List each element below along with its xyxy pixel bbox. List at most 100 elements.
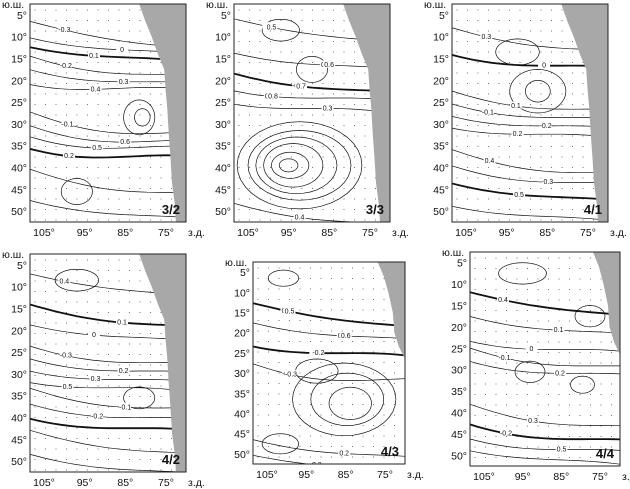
contour-ring — [292, 362, 397, 437]
west-unit-label: з.д. — [188, 227, 205, 239]
contour-ring — [514, 360, 546, 383]
contour-labels: 0.4 0.1 0 -0.1 0.2 0.3 -0.2 0.5 — [497, 295, 568, 454]
panel-frame — [451, 3, 609, 223]
panel-frame — [233, 3, 391, 223]
contour-line — [234, 90, 390, 101]
contour-labels: -0.3 0 0.1 -0.2 0.3 0.4 -0.1 0.6 0.5 0.2 — [58, 25, 132, 160]
contour-ring — [498, 262, 547, 285]
contour-ring — [524, 79, 551, 103]
lat-tick-label: 25° — [215, 97, 231, 109]
south-unit-label: ю.ш. — [424, 0, 446, 11]
lat-tick-label: 45° — [215, 184, 231, 196]
lat-tick-label: 50° — [234, 449, 250, 461]
lat-tick-label: 20° — [11, 325, 27, 337]
contour-ring — [495, 38, 540, 66]
panel-frame — [469, 251, 621, 467]
contour-value: 0.1 — [554, 327, 564, 334]
contour-ring — [296, 55, 328, 83]
lat-tick-label: 25° — [234, 348, 250, 360]
contour-ring — [295, 358, 339, 384]
panel-4-2: 0.4 0.1 0 -0.3 0.2 0.3 0.5 -0.1 -0.2 4/2 5° 10° 15° 2… — [2, 249, 205, 489]
contour-value: 0.3 — [481, 34, 491, 41]
contour-line — [234, 103, 390, 114]
lat-tick-label: 50° — [215, 206, 231, 218]
contour-line — [452, 165, 608, 183]
contour-ring — [278, 158, 299, 173]
contour-ring — [123, 386, 156, 410]
lat-tick-label: 50° — [433, 206, 449, 218]
lat-tick-label: 30° — [451, 365, 467, 377]
contour-labels: 00.1-0.10.20.30.40.50.60.70.8 — [262, 22, 336, 222]
contour-ring — [271, 151, 310, 179]
lon-tick-label: 95° — [281, 227, 297, 239]
contour-line — [470, 423, 620, 441]
lon-tick-label: 95° — [77, 227, 93, 239]
lon-tick-label: 105° — [256, 469, 278, 481]
contour-line — [30, 200, 186, 218]
contour-line — [452, 103, 608, 119]
lat-tick-label: 5° — [17, 10, 27, 22]
longitude-axis: 105° 95° 85° 75° з.д. — [237, 227, 409, 239]
contour-value: -0.2 — [60, 63, 72, 70]
contour-line — [30, 111, 186, 135]
contour-line — [253, 454, 311, 464]
panel-label: 4/1 — [584, 202, 602, 217]
contour-value: 0.6 — [120, 139, 130, 146]
contour-value: 0.4 — [485, 158, 495, 165]
panel-label: 3/3 — [366, 202, 384, 217]
lat-tick-label: 25° — [433, 97, 449, 109]
longitude-axis: 105° 95° 85° 75° з.д. — [256, 469, 424, 481]
contour-ring — [267, 269, 299, 287]
contour-ring — [509, 69, 567, 114]
contour-value: 0.3 — [528, 418, 538, 425]
contour-line — [234, 52, 390, 69]
contour-ring — [261, 433, 299, 455]
contour-line — [470, 291, 620, 316]
contour-line — [30, 303, 186, 327]
contour-line — [452, 182, 608, 201]
contour-line — [253, 345, 405, 357]
panel-label: 4/3 — [381, 444, 399, 459]
west-unit-label: з.д. — [622, 471, 630, 483]
contour-line — [30, 345, 186, 364]
contour-value: 0.3 — [119, 79, 129, 86]
lat-tick-label: 10° — [451, 279, 467, 291]
contour-ring — [328, 386, 372, 420]
lat-tick-label: 45° — [11, 434, 27, 446]
contour-lines — [30, 268, 186, 472]
lat-tick-label: 40° — [451, 408, 467, 420]
contour-line — [253, 322, 405, 339]
panel-label: 4/2 — [162, 452, 180, 467]
lat-tick-label: 5° — [221, 10, 231, 22]
land-mass — [343, 4, 390, 222]
panel-label: 4/4 — [596, 446, 615, 461]
contour-value: 0.4 — [59, 278, 69, 285]
contour-value: 0.5 — [514, 192, 524, 199]
panel-frame — [252, 261, 406, 465]
contour-value: -0.1 — [498, 355, 510, 362]
land-mass — [593, 252, 620, 355]
contour-line — [470, 340, 620, 352]
contour-line — [253, 363, 405, 381]
contour-ring — [247, 130, 352, 201]
contour-ring — [236, 121, 363, 210]
contour-value: 0.2 — [339, 451, 349, 458]
lat-tick-label: 20° — [451, 322, 467, 334]
lon-tick-label: 95° — [77, 477, 93, 489]
contour-value: -0.3 — [60, 353, 72, 360]
south-unit-label: ю.ш. — [442, 247, 464, 259]
lon-tick-label: 75° — [362, 227, 378, 239]
contour-value: 0.5 — [267, 24, 277, 31]
contour-line — [452, 54, 608, 68]
lat-tick-label: 50° — [11, 456, 27, 468]
contour-value: 0.3 — [91, 376, 101, 383]
lat-tick-label: 10° — [215, 32, 231, 44]
lat-tick-label: 20° — [215, 75, 231, 87]
contour-ring — [310, 372, 385, 426]
lon-tick-label: 75° — [158, 227, 174, 239]
contour-line — [30, 429, 186, 454]
lat-tick-label: 5° — [240, 267, 250, 279]
lat-tick-label: 15° — [234, 308, 250, 320]
contour-line — [30, 69, 186, 83]
contour-value: 0.1 — [511, 103, 521, 110]
